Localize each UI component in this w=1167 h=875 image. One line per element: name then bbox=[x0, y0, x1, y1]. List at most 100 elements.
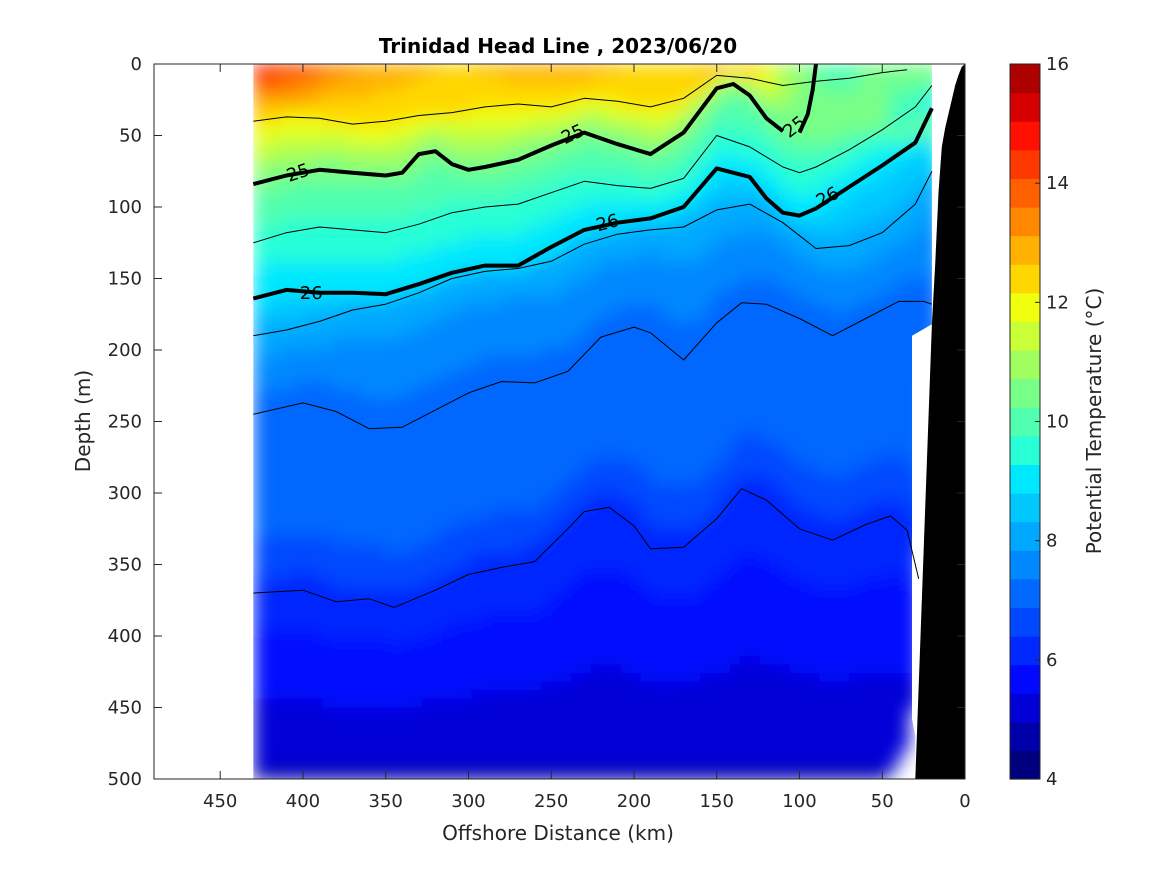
temperature-cell bbox=[253, 578, 265, 589]
temperature-cell bbox=[392, 501, 404, 512]
temperature-cell bbox=[531, 458, 543, 469]
temperature-cell bbox=[293, 252, 304, 263]
temperature-cell bbox=[581, 681, 592, 692]
temperature-cell bbox=[571, 415, 582, 426]
temperature-cell bbox=[571, 364, 582, 374]
temperature-cell bbox=[362, 707, 374, 718]
temperature-cell bbox=[372, 578, 384, 589]
temperature-cell bbox=[620, 132, 632, 143]
temperature-cell bbox=[402, 716, 414, 726]
temperature-cell bbox=[660, 501, 672, 512]
temperature-cell bbox=[521, 647, 533, 657]
temperature-cell bbox=[372, 304, 384, 314]
temperature-cell bbox=[263, 690, 275, 700]
temperature-cell bbox=[402, 89, 414, 100]
temperature-cell bbox=[730, 724, 741, 735]
temperature-cell bbox=[352, 141, 364, 151]
temperature-cell bbox=[799, 158, 811, 168]
temperature-cell bbox=[700, 561, 712, 572]
temperature-cell bbox=[650, 681, 662, 692]
temperature-cell bbox=[531, 278, 543, 289]
temperature-cell bbox=[759, 252, 771, 263]
temperature-cell bbox=[293, 192, 304, 203]
temperature-cell bbox=[819, 304, 831, 314]
temperature-cell bbox=[561, 398, 573, 409]
temperature-cell bbox=[700, 124, 712, 134]
temperature-cell bbox=[730, 750, 741, 760]
temperature-cell bbox=[720, 372, 731, 383]
temperature-cell bbox=[610, 124, 622, 134]
temperature-cell bbox=[690, 553, 702, 563]
temperature-cell bbox=[293, 776, 304, 779]
temperature-cell bbox=[461, 510, 473, 520]
temperature-cell bbox=[342, 475, 354, 486]
temperature-cell bbox=[332, 244, 344, 254]
temperature-cell bbox=[273, 209, 285, 220]
temperature-cell bbox=[451, 364, 463, 374]
temperature-cell bbox=[650, 441, 662, 452]
temperature-cell bbox=[680, 106, 692, 117]
temperature-cell bbox=[710, 218, 721, 228]
temperature-cell bbox=[541, 587, 553, 597]
temperature-cell bbox=[461, 192, 473, 203]
temperature-cell bbox=[481, 407, 493, 417]
temperature-cell bbox=[491, 578, 503, 589]
temperature-cell bbox=[491, 124, 503, 134]
temperature-cell bbox=[451, 656, 463, 666]
temperature-cell bbox=[561, 716, 573, 726]
temperature-cell bbox=[352, 441, 364, 452]
temperature-cell bbox=[471, 535, 483, 546]
temperature-cell bbox=[759, 278, 771, 289]
temperature-cell bbox=[630, 587, 642, 597]
temperature-cell bbox=[730, 355, 741, 366]
temperature-cell bbox=[809, 664, 821, 675]
temperature-cell bbox=[521, 776, 533, 779]
temperature-cell bbox=[829, 295, 841, 306]
temperature-cell bbox=[610, 570, 622, 580]
temperature-cell bbox=[521, 184, 533, 194]
temperature-cell bbox=[759, 81, 771, 91]
temperature-cell bbox=[481, 252, 493, 263]
temperature-cell bbox=[541, 596, 553, 606]
temperature-cell bbox=[809, 355, 821, 366]
temperature-cell bbox=[392, 578, 404, 589]
temperature-cell bbox=[362, 244, 374, 254]
temperature-cell bbox=[561, 64, 573, 74]
temperature-cell bbox=[412, 458, 424, 469]
temperature-cell bbox=[720, 544, 731, 555]
temperature-cell bbox=[312, 630, 324, 640]
temperature-cell bbox=[779, 167, 791, 177]
temperature-cell bbox=[362, 733, 374, 743]
temperature-cell bbox=[531, 330, 543, 340]
temperature-cell bbox=[720, 698, 731, 709]
temperature-cell bbox=[590, 64, 602, 74]
temperature-cell bbox=[451, 450, 463, 460]
temperature-cell bbox=[670, 750, 682, 760]
temperature-cell bbox=[620, 432, 632, 443]
temperature-cell bbox=[640, 98, 652, 108]
temperature-cell bbox=[541, 681, 553, 692]
temperature-cell bbox=[432, 295, 443, 306]
temperature-cell bbox=[442, 89, 453, 100]
temperature-cell bbox=[422, 647, 433, 657]
temperature-cell bbox=[293, 759, 304, 769]
temperature-cell bbox=[382, 330, 394, 340]
temperature-cell bbox=[422, 106, 433, 117]
temperature-cell bbox=[283, 372, 294, 383]
temperature-cell bbox=[581, 759, 592, 769]
temperature-cell bbox=[799, 184, 811, 194]
temperature-cell bbox=[273, 415, 285, 426]
temperature-cell bbox=[720, 647, 731, 657]
temperature-cell bbox=[442, 767, 453, 778]
temperature-cell bbox=[382, 175, 394, 186]
temperature-cell bbox=[739, 510, 751, 520]
temperature-cell bbox=[690, 561, 702, 572]
temperature-cell bbox=[511, 484, 523, 494]
temperature-cell bbox=[293, 432, 304, 443]
temperature-cell bbox=[511, 81, 523, 91]
temperature-cell bbox=[412, 312, 424, 323]
temperature-cell bbox=[561, 381, 573, 392]
temperature-cell bbox=[769, 304, 781, 314]
temperature-cell bbox=[720, 304, 731, 314]
temperature-cell bbox=[531, 776, 543, 779]
